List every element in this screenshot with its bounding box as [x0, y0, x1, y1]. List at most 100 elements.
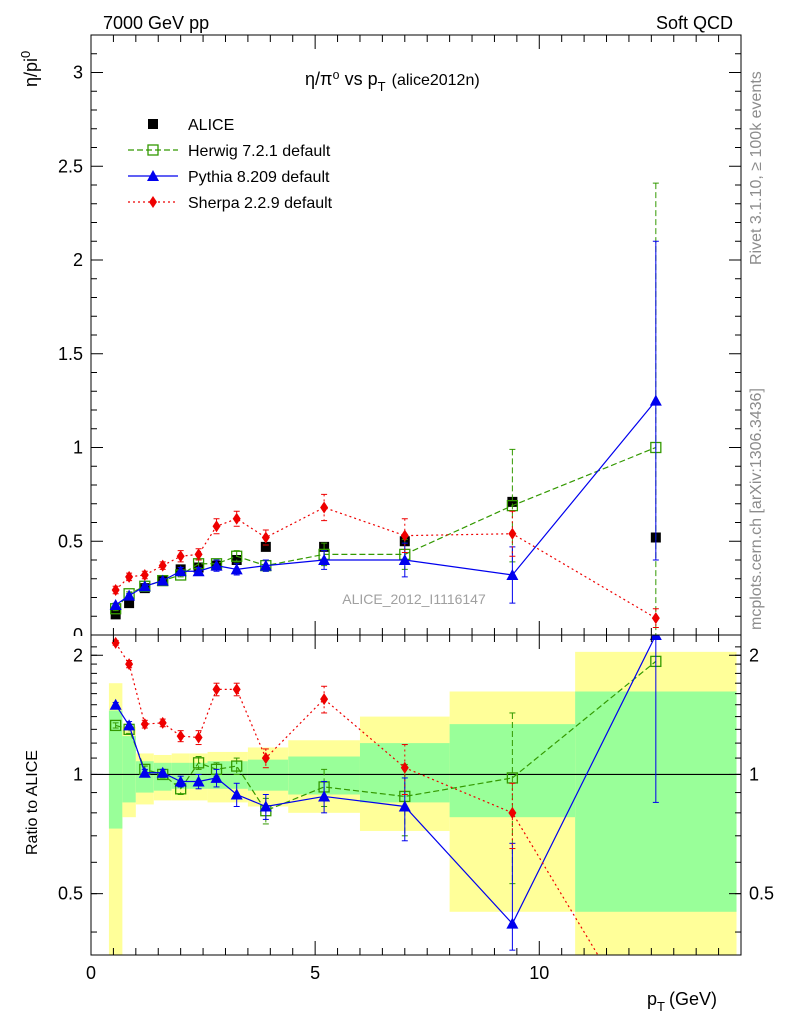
ratio-bands-clipped [91, 651, 741, 955]
ratio-frame [90, 634, 742, 956]
legend-label-sherpa: Sherpa 2.2.9 default [188, 195, 333, 212]
ratio-err-sherpa-9 [321, 685, 328, 714]
mcplots-label: mcplots.cern.ch [arXiv:1306.3436] [748, 388, 765, 630]
main-point-sherpa-3 [158, 559, 167, 572]
ratio-point-pythia-12 [649, 635, 662, 640]
main-series-layer [109, 182, 662, 635]
ratio-point-pythia-3 [156, 766, 169, 778]
main-point-pythia-9 [318, 554, 331, 565]
legend-marker-pythia [147, 170, 159, 181]
ratio-ylabel: Ratio to ALICE [24, 750, 41, 855]
legend-label-herwig: Herwig 7.2.1 default [188, 143, 331, 160]
rivet-label: Rivet 3.1.10, ≥ 100k events [748, 71, 765, 265]
main-err-sherpa-9 [321, 493, 328, 522]
main-point-sherpa-8 [261, 531, 270, 544]
main-point-pythia-6 [210, 559, 223, 571]
ratio-point-sherpa-3 [158, 716, 167, 729]
main-err-sherpa-6 [213, 518, 220, 535]
ratio-xlabel: pT (GeV) [647, 989, 717, 1014]
main-err-sherpa-12 [652, 608, 659, 628]
main-series-clipped [109, 182, 662, 635]
main-point-sherpa-0 [111, 584, 120, 596]
ratio-ytick-label-right: 2 [749, 645, 759, 665]
ratio-point-herwig-7 [231, 760, 243, 772]
ratio-point-pythia-11 [506, 917, 519, 929]
main-point-sherpa-11 [508, 527, 517, 540]
main-ytick-label: 2 [73, 250, 83, 270]
main-point-pythia-11 [506, 569, 519, 580]
legend: ALICE Herwig 7.2.1 default Pythia 8.209 de… [128, 117, 333, 212]
plot-title: η/π⁰ vs pT (alice2012n) [305, 69, 480, 94]
ratio-point-pythia-1 [123, 719, 136, 731]
ratio-point-sherpa-11 [508, 806, 517, 819]
main-ytick-label: 0.5 [58, 531, 83, 551]
ratio-point-pythia-2 [138, 766, 151, 778]
main-ytick-label: 1 [73, 438, 83, 458]
ratio-point-sherpa-9 [320, 693, 329, 706]
main-ytick-label: 1.5 [58, 344, 83, 364]
ratio-series-layer [109, 635, 662, 955]
ratio-point-sherpa-7 [232, 683, 241, 696]
ratio-point-pythia-4 [174, 775, 187, 787]
ratio-band-green-1 [122, 736, 136, 803]
main-point-herwig-7 [231, 550, 243, 562]
header-left: 7000 GeV pp [103, 13, 209, 33]
main-err-sherpa-7 [233, 510, 240, 527]
ratio-point-herwig-5 [192, 757, 205, 769]
ratio-ytick-label-right: 0.5 [749, 884, 774, 904]
main-point-alice-11 [507, 496, 518, 507]
analysis-watermark: ALICE_2012_I1116147 [342, 591, 486, 607]
main-err-sherpa-11 [509, 510, 516, 557]
legend-marker-herwig [147, 144, 159, 156]
ratio-band-green-8 [247, 759, 289, 791]
ratio-err-sherpa-10 [401, 744, 408, 795]
ratio-point-sherpa-2 [140, 718, 149, 731]
plot-title-sub: T [378, 79, 386, 94]
main-point-pythia-5 [192, 565, 205, 577]
ratio-point-herwig-0 [110, 719, 122, 732]
main-point-sherpa-6 [212, 520, 221, 533]
ratio-point-sherpa-5 [194, 731, 203, 744]
ratio-point-pythia-5 [192, 775, 205, 787]
main-plot-area [91, 35, 741, 635]
main-point-pythia-1 [123, 589, 136, 601]
plot-title-main: η/π⁰ vs p [305, 69, 378, 89]
ratio-point-pythia-0 [109, 698, 122, 710]
ratio-err-sherpa-11 [509, 782, 516, 850]
main-point-pythia-12 [649, 394, 662, 406]
ratio-xtick-label: 5 [310, 963, 320, 983]
legend-label-pythia: Pythia 8.209 default [188, 169, 330, 186]
ratio-point-pythia-9 [318, 790, 331, 802]
ratio-ytick-label-left: 1 [73, 764, 83, 784]
plot-title-tag: (alice2012n) [392, 72, 480, 89]
ratio-err-herwig-0 [112, 722, 119, 729]
main-point-sherpa-10 [400, 529, 409, 542]
main-ytick-label: 3 [73, 63, 83, 83]
ratio-band-green-0 [108, 710, 123, 829]
ratio-point-sherpa-6 [212, 683, 221, 696]
main-point-sherpa-4 [176, 550, 185, 563]
main-point-alice-8 [260, 541, 271, 552]
ratio-series-clipped [109, 635, 662, 955]
ratio-point-pythia-10 [398, 800, 411, 812]
legend-marker-alice [148, 119, 158, 129]
ratio-axes: 0.5 0.5 1 1 2 2 0 5 10 [58, 634, 774, 983]
ratio-xtick-label: 0 [86, 963, 96, 983]
main-point-sherpa-12 [651, 612, 660, 625]
ratio-point-pythia-7 [230, 788, 243, 800]
ratio-xtick-label: 10 [529, 963, 549, 983]
main-ytick-label-zero: 0 [73, 625, 83, 645]
main-point-pythia-3 [156, 574, 169, 586]
main-point-pythia-2 [138, 580, 151, 592]
ratio-ytick-label-right: 1 [749, 764, 759, 784]
ratio-point-sherpa-4 [176, 730, 185, 743]
main-point-sherpa-5 [194, 548, 203, 561]
main-point-alice-1 [124, 598, 135, 609]
main-zero-mask [60, 636, 90, 648]
ratio-point-pythia-8 [259, 800, 272, 812]
main-panel [91, 35, 741, 635]
main-point-sherpa-2 [140, 569, 149, 581]
ratio-ytick-label-left: 2 [73, 645, 83, 665]
main-point-pythia-4 [174, 565, 187, 577]
